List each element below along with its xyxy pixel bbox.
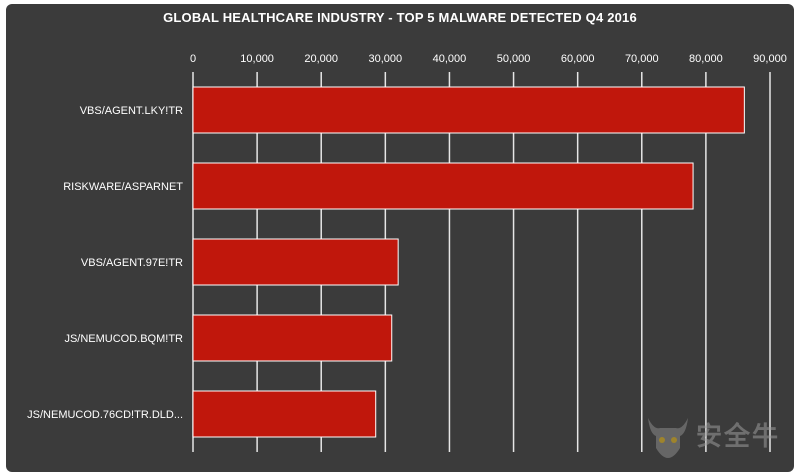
x-tick-label: 50,000 <box>497 53 531 65</box>
x-tick-label: 30,000 <box>369 53 403 65</box>
category-label: VBS/AGENT.LKY!TR <box>80 105 183 117</box>
x-tick-label: 70,000 <box>625 53 659 65</box>
bar <box>192 86 745 134</box>
category-label: JS/NEMUCOD.BQM!TR <box>64 333 183 345</box>
chart-title: GLOBAL HEALTHCARE INDUSTRY - TOP 5 MALWA… <box>163 10 637 25</box>
category-label: RISKWARE/ASPARNET <box>63 181 183 193</box>
x-tick-label: 20,000 <box>304 53 338 65</box>
x-tick-label: 0 <box>190 53 196 65</box>
bull-head-icon <box>648 418 688 458</box>
x-axis-ticks: 0 10,000 20,000 30,000 40,000 50,000 60,000 70,… <box>190 53 787 65</box>
x-tick-label: 80,000 <box>689 53 723 65</box>
bars <box>192 86 745 438</box>
watermark-text: 安全牛 <box>696 422 781 452</box>
watermark: 安全牛 <box>640 408 790 464</box>
category-label: JS/NEMUCOD.76CD!TR.DLD... <box>27 409 183 421</box>
x-tick-label: 90,000 <box>753 53 787 65</box>
x-tick-label: 40,000 <box>433 53 467 65</box>
bar <box>192 162 694 210</box>
x-tick-label: 10,000 <box>240 53 274 65</box>
bar <box>192 238 399 286</box>
x-tick-label: 60,000 <box>561 53 595 65</box>
bar <box>192 390 377 438</box>
category-label: VBS/AGENT.97E!TR <box>81 257 183 269</box>
category-labels: VBS/AGENT.LKY!TR RISKWARE/ASPARNET VBS/AGE… <box>27 105 183 421</box>
chart-panel <box>6 4 794 472</box>
bar <box>192 314 393 362</box>
